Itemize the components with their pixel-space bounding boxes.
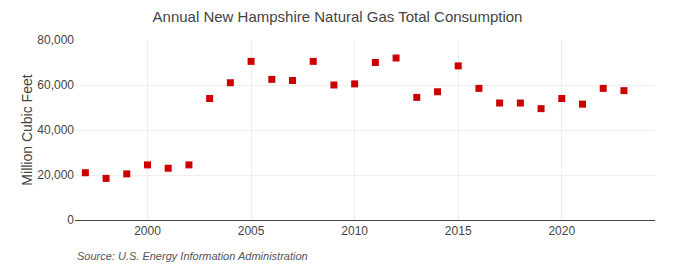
svg-text:2000: 2000 [134,224,161,238]
svg-text:2015: 2015 [445,224,472,238]
svg-text:80,000: 80,000 [37,33,74,47]
svg-text:2010: 2010 [341,224,368,238]
svg-text:40,000: 40,000 [37,123,74,137]
svg-text:Million Cubic Feet: Million Cubic Feet [19,74,35,185]
svg-text:2020: 2020 [548,224,575,238]
svg-text:Annual New Hampshire Natural G: Annual New Hampshire Natural Gas Total C… [153,8,523,25]
svg-text:60,000: 60,000 [37,78,74,92]
svg-text:20,000: 20,000 [37,168,74,182]
svg-text:0: 0 [67,213,74,227]
svg-text:Source: U.S. Energy Informatio: Source: U.S. Energy Information Administ… [77,250,308,262]
svg-text:2005: 2005 [238,224,265,238]
